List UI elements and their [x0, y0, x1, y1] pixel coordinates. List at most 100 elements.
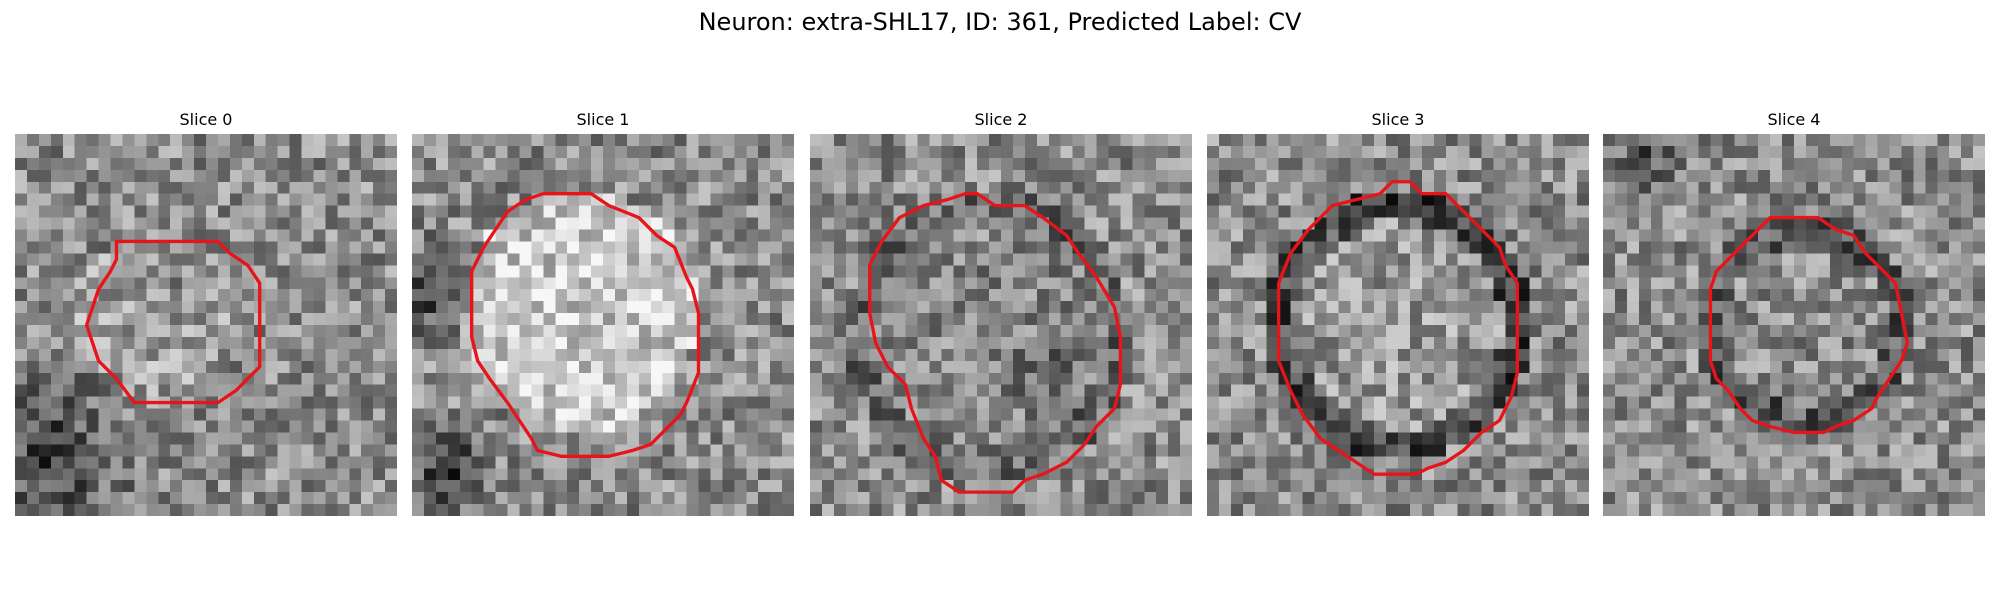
pixel-cell: [75, 409, 87, 421]
pixel-cell: [1338, 397, 1350, 409]
pixel-cell: [472, 325, 484, 337]
pixel-cell: [1156, 492, 1168, 504]
pixel-cell: [1577, 325, 1589, 337]
pixel-cell: [1398, 134, 1410, 146]
pixel-cell: [1482, 492, 1494, 504]
pixel-cell: [1758, 301, 1770, 313]
pixel-cell: [782, 492, 794, 504]
pixel-cell: [182, 194, 194, 206]
pixel-cell: [882, 432, 894, 444]
pixel-cell: [1577, 218, 1589, 230]
pixel-cell: [1651, 456, 1663, 468]
pixel-cell: [929, 492, 941, 504]
pixel-cell: [194, 385, 206, 397]
pixel-cell: [87, 492, 99, 504]
pixel-cell: [1842, 289, 1854, 301]
pixel-cell: [134, 289, 146, 301]
pixel-cell: [122, 194, 134, 206]
pixel-cell: [1097, 373, 1109, 385]
pixel-cell: [436, 480, 448, 492]
pixel-cell: [627, 182, 639, 194]
pixel-cell: [1061, 170, 1073, 182]
pixel-cell: [1326, 277, 1338, 289]
pixel-cell: [254, 146, 266, 158]
pixel-cell: [1758, 241, 1770, 253]
pixel-cell: [1517, 468, 1529, 480]
pixel-cell: [436, 182, 448, 194]
pixel-cell: [1639, 444, 1651, 456]
pixel-cell: [1842, 194, 1854, 206]
pixel-cell: [15, 444, 27, 456]
pixel-cell: [1097, 385, 1109, 397]
pixel-cell: [448, 194, 460, 206]
pixel-cell: [941, 432, 953, 444]
pixel-cell: [1627, 289, 1639, 301]
pixel-cell: [1231, 146, 1243, 158]
pixel-cell: [579, 337, 591, 349]
pixel-cell: [579, 349, 591, 361]
pixel-cell: [603, 492, 615, 504]
pixel-cell: [1025, 241, 1037, 253]
pixel-cell: [1362, 313, 1374, 325]
pixel-cell: [1132, 158, 1144, 170]
pixel-cell: [1794, 444, 1806, 456]
pixel-cell: [242, 337, 254, 349]
pixel-cell: [134, 432, 146, 444]
pixel-cell: [977, 361, 989, 373]
pixel-cell: [1168, 146, 1180, 158]
pixel-cell: [894, 421, 906, 433]
pixel-cell: [111, 301, 123, 313]
pixel-cell: [1338, 253, 1350, 265]
pixel-cell: [266, 349, 278, 361]
pixel-cell: [122, 337, 134, 349]
pixel-cell: [1818, 241, 1830, 253]
pixel-cell: [134, 313, 146, 325]
pixel-cell: [1722, 241, 1734, 253]
pixel-cell: [1830, 134, 1842, 146]
pixel-cell: [1663, 289, 1675, 301]
pixel-cell: [906, 289, 918, 301]
pixel-cell: [663, 492, 675, 504]
pixel-cell: [460, 397, 472, 409]
pixel-cell: [373, 206, 385, 218]
pixel-cell: [361, 409, 373, 421]
pixel-cell: [1651, 313, 1663, 325]
pixel-cell: [1603, 325, 1615, 337]
pixel-cell: [1374, 480, 1386, 492]
pixel-cell: [134, 444, 146, 456]
pixel-cell: [1350, 373, 1362, 385]
pixel-cell: [1639, 361, 1651, 373]
pixel-cell: [1243, 361, 1255, 373]
pixel-cell: [460, 134, 472, 146]
pixel-cell: [1615, 146, 1627, 158]
pixel-cell: [894, 265, 906, 277]
pixel-cell: [158, 421, 170, 433]
pixel-cell: [122, 289, 134, 301]
pixel-cell: [254, 253, 266, 265]
pixel-cell: [1374, 385, 1386, 397]
pixel-cell: [858, 218, 870, 230]
pixel-cell: [917, 265, 929, 277]
pixel-cell: [882, 325, 894, 337]
pixel-cell: [977, 373, 989, 385]
pixel-cell: [1219, 480, 1231, 492]
pixel-cell: [302, 492, 314, 504]
pixel-cell: [302, 218, 314, 230]
pixel-cell: [1410, 194, 1422, 206]
pixel-cell: [1758, 289, 1770, 301]
pixel-cell: [579, 468, 591, 480]
pixel-cell: [242, 218, 254, 230]
pixel-cell: [1529, 444, 1541, 456]
pixel-cell: [218, 504, 230, 516]
pixel-cell: [1663, 409, 1675, 421]
pixel-cell: [1303, 504, 1315, 516]
pixel-cell: [834, 194, 846, 206]
pixel-cell: [1037, 146, 1049, 158]
pixel-cell: [722, 444, 734, 456]
pixel-cell: [1314, 253, 1326, 265]
pixel-cell: [1806, 313, 1818, 325]
pixel-cell: [278, 301, 290, 313]
pixel-cell: [770, 385, 782, 397]
pixel-cell: [254, 194, 266, 206]
pixel-cell: [1470, 349, 1482, 361]
